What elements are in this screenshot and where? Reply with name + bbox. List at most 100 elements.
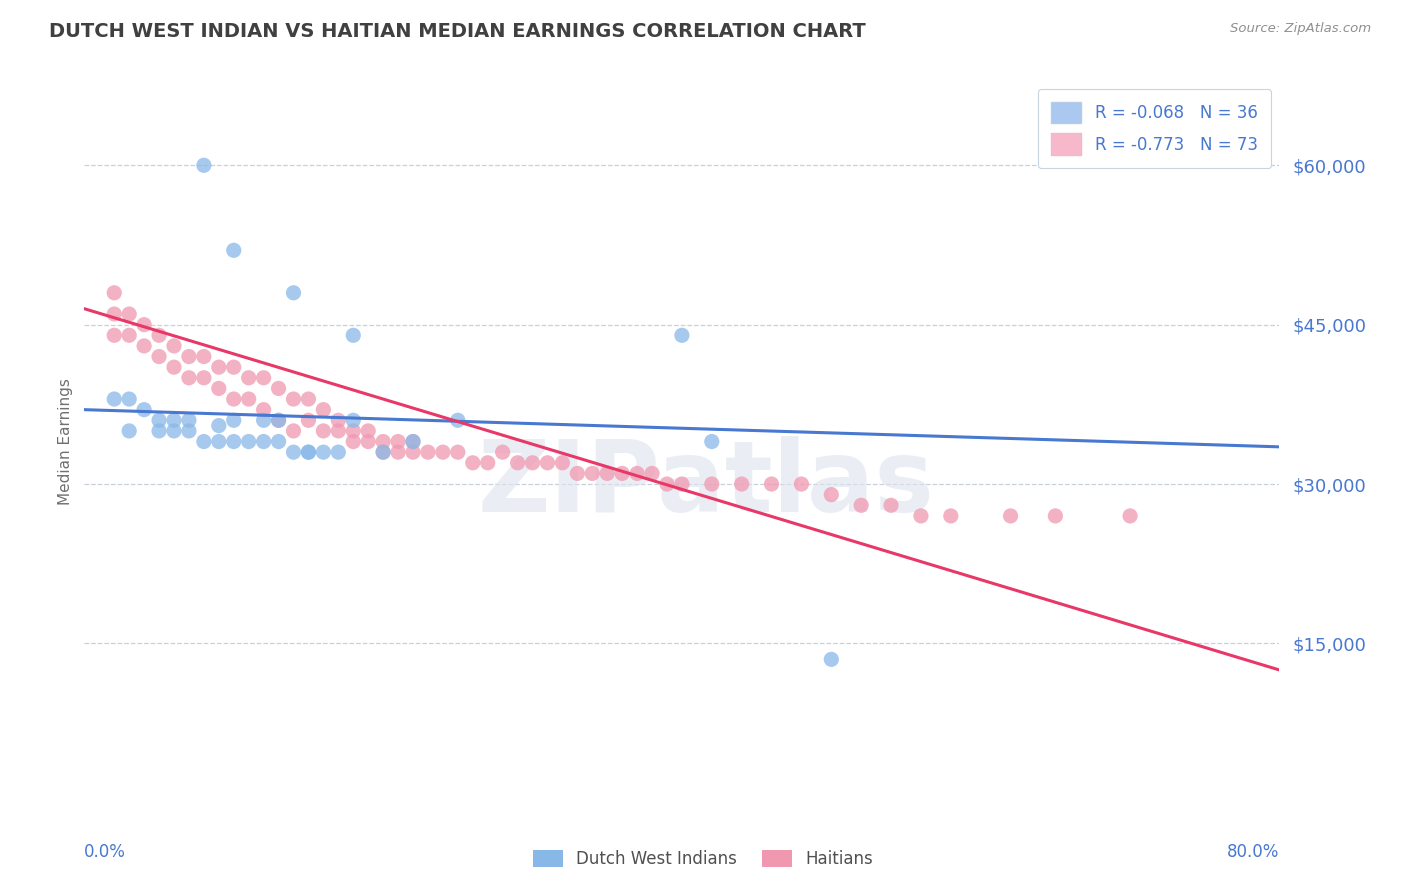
Point	[596, 467, 619, 481]
Point	[132, 339, 156, 353]
Y-axis label: Median Earnings: Median Earnings	[58, 378, 73, 505]
Point	[1119, 508, 1142, 523]
Point	[373, 445, 395, 459]
Point	[222, 434, 245, 449]
Point	[432, 445, 454, 459]
Point	[761, 477, 783, 491]
Point	[267, 413, 290, 427]
Point	[208, 381, 231, 395]
Point	[283, 424, 305, 438]
Point	[297, 413, 319, 427]
Point	[402, 445, 425, 459]
Point	[132, 402, 156, 417]
Text: Source: ZipAtlas.com: Source: ZipAtlas.com	[1230, 22, 1371, 36]
Point	[118, 307, 141, 321]
Point	[283, 285, 305, 300]
Point	[880, 498, 903, 512]
Point	[567, 467, 589, 481]
Point	[222, 392, 245, 406]
Point	[267, 434, 290, 449]
Point	[910, 508, 932, 523]
Point	[177, 371, 200, 385]
Point	[373, 434, 395, 449]
Point	[118, 328, 141, 343]
Point	[477, 456, 499, 470]
Point	[447, 445, 470, 459]
Point	[551, 456, 574, 470]
Point	[312, 402, 335, 417]
Point	[297, 445, 319, 459]
Point	[387, 445, 409, 459]
Point	[851, 498, 873, 512]
Point	[387, 434, 409, 449]
Point	[342, 434, 364, 449]
Point	[820, 652, 842, 666]
Point	[671, 477, 693, 491]
Point	[447, 413, 470, 427]
Point	[238, 371, 260, 385]
Point	[641, 467, 664, 481]
Point	[626, 467, 648, 481]
Point	[328, 413, 350, 427]
Point	[193, 434, 215, 449]
Point	[267, 413, 290, 427]
Point	[731, 477, 754, 491]
Point	[312, 445, 335, 459]
Point	[1000, 508, 1022, 523]
Point	[163, 339, 186, 353]
Legend: Dutch West Indians, Haitians: Dutch West Indians, Haitians	[526, 843, 880, 875]
Point	[222, 413, 245, 427]
Point	[402, 434, 425, 449]
Point	[342, 413, 364, 427]
Point	[163, 360, 186, 375]
Text: 0.0%: 0.0%	[84, 843, 127, 861]
Point	[253, 371, 276, 385]
Point	[402, 434, 425, 449]
Point	[373, 445, 395, 459]
Point	[492, 445, 515, 459]
Point	[253, 413, 276, 427]
Point	[118, 392, 141, 406]
Point	[328, 424, 350, 438]
Point	[118, 424, 141, 438]
Point	[253, 434, 276, 449]
Text: ZIPatlas: ZIPatlas	[478, 436, 934, 533]
Point	[297, 392, 319, 406]
Point	[177, 413, 200, 427]
Point	[163, 413, 186, 427]
Point	[612, 467, 634, 481]
Point	[222, 360, 245, 375]
Point	[461, 456, 484, 470]
Point	[238, 434, 260, 449]
Point	[208, 360, 231, 375]
Point	[103, 392, 125, 406]
Point	[132, 318, 156, 332]
Point	[222, 244, 245, 258]
Point	[193, 350, 215, 364]
Point	[357, 424, 380, 438]
Legend: R = -0.068   N = 36, R = -0.773   N = 73: R = -0.068 N = 36, R = -0.773 N = 73	[1038, 88, 1271, 168]
Point	[536, 456, 558, 470]
Point	[193, 158, 215, 172]
Text: 80.0%: 80.0%	[1227, 843, 1279, 861]
Point	[939, 508, 962, 523]
Point	[357, 434, 380, 449]
Point	[700, 477, 723, 491]
Point	[103, 307, 125, 321]
Point	[103, 328, 125, 343]
Point	[148, 328, 170, 343]
Point	[163, 424, 186, 438]
Point	[790, 477, 813, 491]
Point	[238, 392, 260, 406]
Point	[700, 434, 723, 449]
Point	[177, 350, 200, 364]
Point	[820, 488, 842, 502]
Point	[148, 424, 170, 438]
Point	[267, 381, 290, 395]
Point	[193, 371, 215, 385]
Point	[177, 424, 200, 438]
Point	[506, 456, 529, 470]
Point	[342, 328, 364, 343]
Point	[522, 456, 544, 470]
Point	[416, 445, 439, 459]
